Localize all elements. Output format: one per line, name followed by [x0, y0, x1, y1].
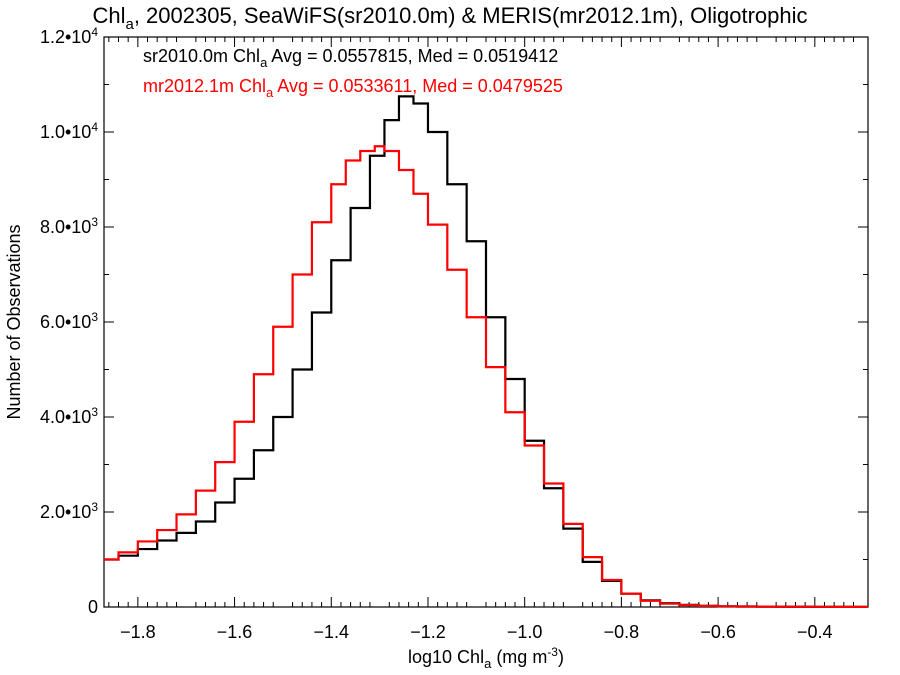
y-tick-label: 1.2•104: [40, 25, 98, 47]
x-tick-label: −0.6: [700, 622, 736, 642]
annotation-sr2010: sr2010.0m Chla Avg = 0.0557815, Med = 0.…: [143, 46, 558, 70]
y-tick-label: 8.0•103: [40, 215, 98, 237]
series-mr2012-line: [104, 145, 868, 609]
x-tick-label: −0.4: [797, 622, 833, 642]
x-tick-label: −0.8: [604, 622, 640, 642]
x-tick-label: −1.8: [120, 622, 156, 642]
y-axis-label: Number of Observations: [4, 224, 24, 419]
x-tick-label: −1.2: [410, 622, 446, 642]
x-axis-label: log10 Chla (mg m-3): [408, 645, 564, 671]
y-tick-label: 0: [88, 597, 98, 617]
x-tick-label: −1.4: [313, 622, 349, 642]
chart-title: Chla, 2002305, SeaWiFS(sr2010.0m) & MERI…: [92, 3, 807, 33]
y-tick-label: 1.0•104: [40, 120, 98, 142]
y-tick-label: 4.0•103: [40, 405, 98, 427]
annotation-mr2012: mr2012.1m Chla Avg = 0.0533611, Med = 0.…: [143, 76, 563, 100]
x-tick-label: −1.0: [507, 622, 543, 642]
y-tick-label: 6.0•103: [40, 310, 98, 332]
y-tick-label: 2.0•103: [40, 500, 98, 522]
x-tick-label: −1.6: [217, 622, 253, 642]
